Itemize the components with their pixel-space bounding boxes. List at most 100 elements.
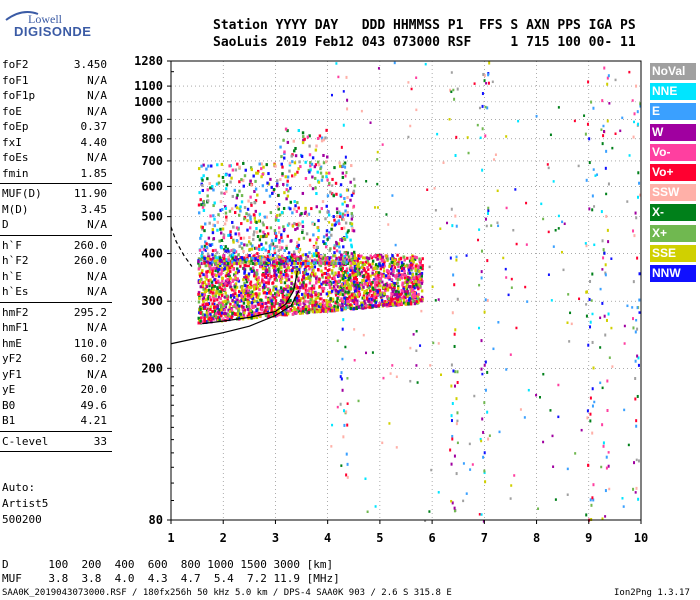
echo-point <box>374 285 377 289</box>
echo-point <box>342 284 345 288</box>
echo-point <box>296 257 299 261</box>
echo-point <box>330 93 333 97</box>
param-name: foF1p <box>2 89 36 102</box>
param-value: N/A <box>87 104 107 118</box>
echo-point <box>230 176 233 180</box>
echo-point <box>490 224 493 227</box>
echo-point <box>327 307 331 311</box>
echo-point <box>284 298 287 302</box>
echo-point <box>353 257 356 261</box>
echo-point <box>280 210 284 214</box>
echo-point <box>394 296 397 300</box>
echo-point <box>313 246 316 250</box>
echo-point <box>313 308 316 312</box>
echo-point <box>279 178 282 182</box>
echo-point <box>346 271 349 275</box>
echo-point <box>372 287 375 291</box>
echo-point <box>314 148 318 152</box>
echo-point <box>205 314 209 318</box>
echo-point <box>465 254 468 257</box>
echo-point <box>328 286 332 290</box>
echo-point <box>236 277 239 281</box>
echo-point <box>261 267 265 271</box>
echo-point <box>356 259 359 263</box>
echo-point <box>319 264 323 268</box>
echo-point <box>251 262 255 266</box>
echo-point <box>342 218 345 222</box>
echo-point <box>276 289 279 293</box>
echo-point <box>401 283 404 287</box>
echo-point <box>484 388 487 392</box>
echo-point <box>304 177 308 181</box>
echo-point <box>407 81 410 84</box>
echo-point <box>370 265 373 269</box>
echo-point <box>601 301 604 305</box>
echo-point <box>343 251 346 254</box>
echo-point <box>266 263 270 267</box>
legend-item: Vo+ <box>650 164 696 181</box>
echo-point <box>376 254 380 258</box>
echo-point <box>211 231 215 235</box>
echo-point <box>426 188 429 191</box>
echo-point <box>376 158 379 161</box>
echo-point <box>334 273 338 277</box>
echo-point <box>337 210 341 214</box>
echo-point <box>291 261 294 265</box>
echo-point <box>206 260 209 264</box>
echo-point <box>280 276 284 280</box>
echo-point <box>358 292 361 296</box>
echo-point <box>291 160 294 164</box>
echo-point <box>268 194 272 198</box>
echo-point <box>296 170 299 174</box>
echo-point <box>481 127 484 131</box>
echo-point <box>269 255 272 259</box>
echo-point <box>478 283 481 287</box>
echo-point <box>496 189 499 193</box>
echo-point <box>578 297 581 301</box>
echo-point <box>333 166 336 170</box>
param-value: N/A <box>87 285 107 298</box>
param-value: 260.0 <box>73 238 107 252</box>
echo-point <box>456 370 459 374</box>
echo-point <box>346 377 349 380</box>
echo-point <box>486 211 489 215</box>
echo-point <box>362 274 365 278</box>
echo-point <box>358 272 361 276</box>
echo-point <box>455 422 458 426</box>
echo-point <box>236 303 239 307</box>
echo-point <box>294 307 298 311</box>
echo-point <box>309 168 312 172</box>
echo-point <box>350 222 354 226</box>
param-value: N/A <box>87 151 107 164</box>
echo-point <box>315 310 318 314</box>
echo-point <box>203 316 206 320</box>
echo-point <box>454 328 457 332</box>
echo-point <box>344 252 348 256</box>
echo-point <box>589 498 592 502</box>
echo-point <box>491 80 494 84</box>
echo-point <box>205 273 208 277</box>
footer-muf-row: MUF 3.8 3.8 4.0 4.3 4.7 5.4 7.2 11.9 [MH… <box>2 572 340 585</box>
echo-point <box>343 423 346 427</box>
echo-point <box>259 301 262 305</box>
echo-point <box>269 244 272 248</box>
echo-point <box>306 289 309 293</box>
echo-point <box>220 311 224 315</box>
echo-point <box>588 137 591 141</box>
echo-point <box>216 258 219 262</box>
echo-point <box>203 244 207 248</box>
echo-point <box>205 311 208 315</box>
echo-point <box>416 297 420 301</box>
echo-point <box>338 292 342 296</box>
echo-point <box>638 298 641 302</box>
echo-point <box>608 102 611 105</box>
echo-point <box>365 256 369 260</box>
echo-point <box>269 292 273 296</box>
echo-point <box>226 262 230 266</box>
echo-point <box>302 262 305 266</box>
echo-point <box>280 254 284 258</box>
echo-point <box>366 265 369 269</box>
echo-point <box>302 276 306 280</box>
echo-point <box>202 247 206 251</box>
